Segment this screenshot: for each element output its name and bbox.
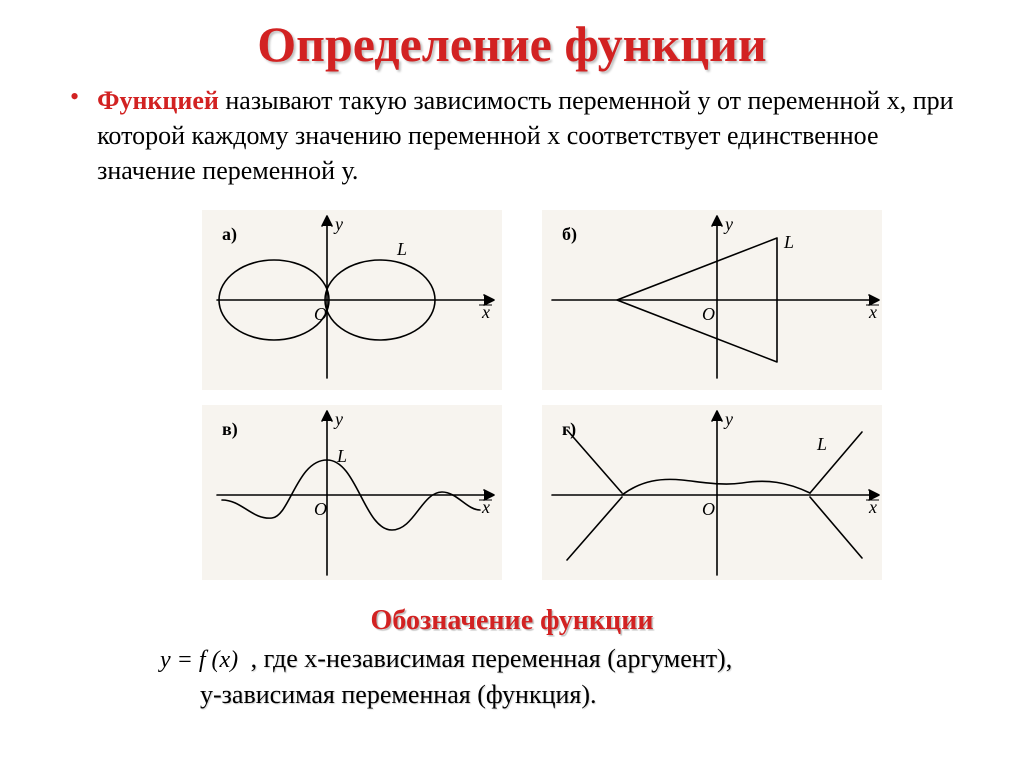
definition-rest: называют такую зависимость переменной у … bbox=[97, 86, 953, 185]
notation-line2: у-зависимая переменная (функция). bbox=[200, 677, 884, 712]
panel-label-a: а) bbox=[222, 224, 237, 245]
origin-a: O bbox=[314, 304, 327, 324]
axis-y-d: y bbox=[723, 409, 733, 429]
axis-y-b: y bbox=[723, 214, 733, 234]
axis-y-c: y bbox=[333, 409, 343, 429]
notation-heading: Обозначение функции bbox=[140, 605, 884, 637]
panel-label-c: в) bbox=[222, 419, 238, 440]
notation-text-1: , где х-независимая переменная (аргумент… bbox=[251, 644, 733, 673]
formula: y = f (x) bbox=[160, 647, 238, 673]
curve-L-c: L bbox=[336, 446, 347, 466]
figures-svg: а) б) в) г) y x O L y x O L y x bbox=[122, 200, 902, 590]
panel-label-b: б) bbox=[562, 224, 577, 245]
notation-line1: y = f (x) , где х-независимая переменная… bbox=[140, 641, 884, 676]
origin-c: O bbox=[314, 499, 327, 519]
curve-L-b: L bbox=[783, 232, 794, 252]
curve-L-d: L bbox=[816, 434, 827, 454]
definition-block: • Функцией называют такую зависимость пе… bbox=[70, 83, 954, 188]
origin-d: O bbox=[702, 499, 715, 519]
definition-emphasis: Функцией bbox=[97, 86, 219, 115]
notation-block: Обозначение функции y = f (x) , где х-не… bbox=[140, 605, 884, 711]
panel-label-d: г) bbox=[562, 419, 576, 440]
definition-text: Функцией называют такую зависимость пере… bbox=[97, 83, 954, 188]
bullet-icon: • bbox=[70, 83, 79, 112]
page-title: Определение функции bbox=[40, 15, 984, 73]
origin-b: O bbox=[702, 304, 715, 324]
curve-L-a: L bbox=[396, 239, 407, 259]
axis-y-a: y bbox=[333, 214, 343, 234]
figures-panel: а) б) в) г) y x O L y x O L y x bbox=[40, 200, 984, 595]
